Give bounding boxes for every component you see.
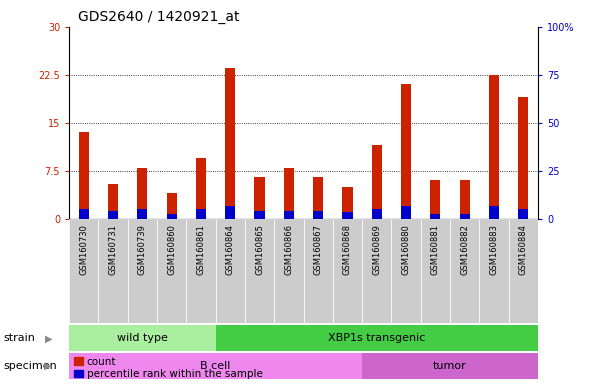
Bar [450,219,480,323]
Text: specimen: specimen [3,361,56,371]
Text: GSM160730: GSM160730 [79,224,88,275]
Bar [284,168,294,219]
Bar [157,219,186,323]
Bar [99,219,127,323]
Bar [69,353,362,379]
Bar [254,211,264,219]
Bar [216,219,245,323]
Bar [430,214,441,219]
Bar [216,325,538,351]
Bar [362,353,538,379]
Bar [460,180,470,219]
Text: GSM160865: GSM160865 [255,224,264,275]
Bar [489,75,499,219]
Text: GSM160866: GSM160866 [284,224,293,275]
Bar [108,184,118,219]
Bar [254,177,264,219]
Bar [128,219,157,323]
Bar [518,209,528,219]
Bar [343,187,353,219]
Bar [196,158,206,219]
Text: GSM160881: GSM160881 [431,224,440,275]
Text: wild type: wild type [117,333,168,343]
Text: GSM160882: GSM160882 [460,224,469,275]
Bar [480,219,508,323]
Bar [245,219,274,323]
Bar [313,177,323,219]
Bar [391,219,421,323]
Bar [196,209,206,219]
Bar [333,219,362,323]
Bar [69,219,99,323]
Text: GSM160869: GSM160869 [372,224,381,275]
Bar [166,214,177,219]
Text: GSM160884: GSM160884 [519,224,528,275]
Text: GSM160880: GSM160880 [401,224,410,275]
Bar [69,325,216,351]
Bar [186,219,216,323]
Text: GSM160739: GSM160739 [138,224,147,275]
Text: GSM160861: GSM160861 [197,224,206,275]
Bar [137,209,147,219]
Bar [401,207,411,219]
Bar [79,132,89,219]
Bar [518,97,528,219]
Text: GSM160731: GSM160731 [109,224,118,275]
Bar [421,219,450,323]
Text: B cell: B cell [200,361,231,371]
Bar [343,212,353,219]
Text: GSM160867: GSM160867 [314,224,323,275]
Bar [371,145,382,219]
Bar [371,209,382,219]
Bar [430,180,441,219]
Text: ▶: ▶ [45,333,52,343]
Bar [108,211,118,219]
Bar [460,214,470,219]
Text: GSM160883: GSM160883 [489,224,498,275]
Text: strain: strain [3,333,35,343]
Text: GSM160864: GSM160864 [226,224,235,275]
Bar [362,219,391,323]
Bar [489,207,499,219]
Bar [274,219,304,323]
Text: ▶: ▶ [44,361,51,371]
Text: GDS2640 / 1420921_at: GDS2640 / 1420921_at [78,10,240,23]
Bar [137,168,147,219]
Bar [304,219,333,323]
Bar [401,84,411,219]
Bar [225,68,236,219]
Bar [313,211,323,219]
Bar [225,207,236,219]
Text: tumor: tumor [433,361,467,371]
Legend: count, percentile rank within the sample: count, percentile rank within the sample [75,357,263,379]
Text: GSM160860: GSM160860 [167,224,176,275]
Bar [508,219,538,323]
Text: GSM160868: GSM160868 [343,224,352,275]
Bar [166,193,177,219]
Bar [284,211,294,219]
Bar [79,209,89,219]
Text: XBP1s transgenic: XBP1s transgenic [328,333,426,343]
